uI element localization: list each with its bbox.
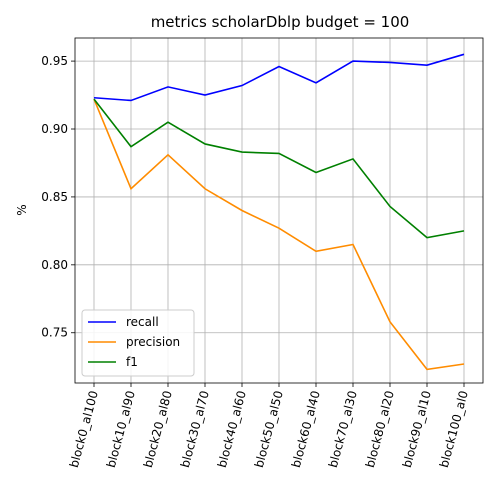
x-tick-label: block90_al10 xyxy=(400,389,434,469)
x-tick-label: block20_al80 xyxy=(141,389,175,469)
series-line-f1 xyxy=(93,98,465,239)
series-line-recall xyxy=(93,53,465,102)
x-tick-label: block10_al90 xyxy=(104,389,138,469)
x-tick-label: block60_al40 xyxy=(289,389,323,469)
x-tick-label: block50_al50 xyxy=(252,389,286,469)
y-axis: 0.75 0.80 0.85 0.90 0.95 xyxy=(41,54,75,340)
legend-label-precision: precision xyxy=(126,335,180,349)
legend-label-f1: f1 xyxy=(126,355,138,369)
y-tick-label: 0.75 xyxy=(41,326,68,340)
y-tick-label: 0.80 xyxy=(41,258,68,272)
series-line-precision xyxy=(93,98,465,371)
chart-title: metrics scholarDblp budget = 100 xyxy=(151,13,410,31)
y-tick-label: 0.90 xyxy=(41,122,68,136)
legend-box xyxy=(81,309,195,377)
series-lines xyxy=(93,53,465,371)
legend-label-recall: recall xyxy=(126,315,159,329)
y-axis-label: % xyxy=(15,204,29,215)
y-tick-label: 0.85 xyxy=(41,190,68,204)
legend: recall precision f1 xyxy=(81,309,195,377)
x-tick-label: block100_al0 xyxy=(437,389,471,469)
x-tick-label: block30_al70 xyxy=(178,389,212,469)
y-tick-label: 0.95 xyxy=(41,54,68,68)
x-axis: block0_al100 block10_al90 block20_al80 bloc… xyxy=(67,383,471,469)
x-tick-label: block40_al60 xyxy=(215,389,249,469)
x-tick-label: block80_al20 xyxy=(363,389,397,469)
x-tick-label: block70_al30 xyxy=(326,389,360,469)
x-tick-label: block0_al100 xyxy=(67,389,101,469)
